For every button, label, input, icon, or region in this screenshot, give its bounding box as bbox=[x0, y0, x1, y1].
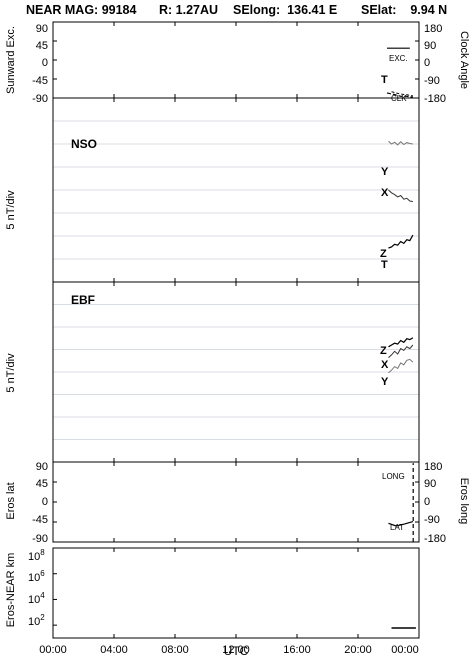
range-tick-1e6: 106 bbox=[28, 569, 45, 584]
range-ylabel: Eros-NEAR km bbox=[5, 553, 17, 628]
t-label: T bbox=[381, 74, 388, 86]
clock-angle-ylabel: Clock Angle bbox=[458, 31, 470, 89]
range-tick-1e4-exp: 4 bbox=[40, 591, 45, 600]
ebf-y-label: Y bbox=[381, 376, 389, 388]
header-radius: R: 1.27AU bbox=[159, 3, 218, 17]
range-panel-frame bbox=[52, 547, 420, 639]
clock-right-ticks: 180 90 0 -90 -180 bbox=[424, 23, 446, 105]
ebf-z-label: Z bbox=[380, 345, 387, 357]
eros-lat-trace bbox=[388, 521, 414, 527]
range-tick-1e2-exp: 2 bbox=[40, 613, 45, 622]
clock-tick-m180: -180 bbox=[424, 93, 446, 105]
ebf-title: EBF bbox=[71, 293, 95, 307]
range-tick-1e4-base: 10 bbox=[28, 594, 40, 606]
nso-z-label: Z bbox=[380, 248, 387, 260]
x-tick-12: 12:00 bbox=[222, 644, 250, 656]
eros-long-tick-m90: -90 bbox=[424, 514, 440, 526]
eros-lat-tick-m90: -90 bbox=[32, 533, 48, 545]
eros-long-tick-180: 180 bbox=[424, 461, 442, 473]
ebf-ylabel: 5 nT/div bbox=[5, 353, 17, 393]
sunward-ylabel: Sunward Exc. bbox=[5, 26, 17, 94]
eros-lat-tick-0: 0 bbox=[42, 496, 48, 508]
clock-tick-0: 0 bbox=[424, 57, 430, 69]
nso-x-label: X bbox=[381, 187, 389, 199]
range-tick-1e6-exp: 6 bbox=[40, 569, 45, 578]
header-selong: SElong: 136.41 E bbox=[233, 3, 337, 17]
sunward-panel-frame bbox=[52, 21, 420, 99]
nso-title: NSO bbox=[71, 137, 97, 151]
header-selat: SElat: 9.94 N bbox=[361, 3, 447, 17]
range-tick-1e2-base: 10 bbox=[28, 616, 40, 628]
sunward-t-trace bbox=[386, 92, 413, 98]
data-traces bbox=[386, 47, 416, 629]
header-mission: NEAR MAG: 99184 bbox=[26, 3, 136, 17]
range-tick-1e8-exp: 8 bbox=[40, 548, 45, 557]
tick-marks bbox=[52, 21, 420, 638]
eros-left-ticks: 90 45 0 -45 -90 bbox=[32, 461, 48, 545]
clk-label: CLK bbox=[391, 94, 407, 103]
nso-y-trace bbox=[388, 140, 413, 146]
exc-label: EXC. bbox=[389, 54, 408, 63]
eros-lat-tick-90: 90 bbox=[36, 461, 48, 473]
sunward-clk-trace bbox=[391, 91, 413, 97]
eros-lat-ylabel: Eros lat bbox=[5, 482, 17, 519]
eros-long-tick-0: 0 bbox=[424, 496, 430, 508]
lat-label: LAT bbox=[390, 523, 404, 532]
sunward-tick-0: 0 bbox=[42, 57, 48, 69]
nso-z-trace bbox=[388, 234, 414, 249]
x-tick-24: 00:00 bbox=[391, 644, 419, 656]
range-tick-1e6-base: 10 bbox=[28, 572, 40, 584]
eros-panel-frame bbox=[52, 461, 420, 543]
eros-long-tick-90: 90 bbox=[424, 478, 436, 490]
grid-lines bbox=[53, 120, 419, 440]
x-tick-16: 16:00 bbox=[283, 644, 311, 656]
ebf-y-trace bbox=[388, 358, 414, 374]
ebf-x-trace bbox=[388, 344, 414, 358]
eros-right-ticks: 180 90 0 -90 -180 bbox=[424, 461, 446, 545]
nso-t-label: T bbox=[381, 259, 388, 271]
range-tick-1e8: 108 bbox=[28, 548, 45, 563]
x-tick-4: 04:00 bbox=[100, 644, 128, 656]
nso-y-label: Y bbox=[381, 166, 389, 178]
long-label: LONG bbox=[382, 472, 405, 481]
range-tick-1e4: 104 bbox=[28, 591, 45, 606]
clock-tick-m90: -90 bbox=[424, 75, 440, 87]
nso-x-trace bbox=[388, 189, 413, 202]
sunward-tick-m45: -45 bbox=[32, 75, 48, 87]
ebf-x-label: X bbox=[381, 359, 389, 371]
x-tick-0: 00:00 bbox=[39, 644, 67, 656]
eros-lat-tick-m45: -45 bbox=[32, 514, 48, 526]
x-axis-ticks: 00:00 04:00 08:00 12:00 16:00 20:00 00:0… bbox=[39, 644, 419, 656]
eros-long-tick-m180: -180 bbox=[424, 533, 446, 545]
x-tick-8: 08:00 bbox=[161, 644, 189, 656]
nso-ylabel: 5 nT/div bbox=[5, 190, 17, 230]
ebf-z-trace bbox=[388, 337, 414, 348]
sunward-tick-45: 45 bbox=[36, 40, 48, 52]
range-ticks: 108 106 104 102 bbox=[28, 548, 45, 628]
range-tick-1e8-base: 10 bbox=[28, 551, 40, 563]
sunward-tick-90: 90 bbox=[36, 23, 48, 35]
x-tick-20: 20:00 bbox=[344, 644, 372, 656]
sunward-tick-m90: -90 bbox=[32, 93, 48, 105]
x-axis-label: UTC bbox=[224, 644, 249, 656]
clock-tick-180: 180 bbox=[424, 23, 442, 35]
sunward-left-ticks: 90 45 0 -45 -90 bbox=[32, 23, 48, 105]
clock-tick-90: 90 bbox=[424, 40, 436, 52]
eros-lat-tick-45: 45 bbox=[36, 478, 48, 490]
range-tick-1e2: 102 bbox=[28, 613, 45, 628]
eros-long-ylabel: Eros long bbox=[458, 478, 470, 524]
